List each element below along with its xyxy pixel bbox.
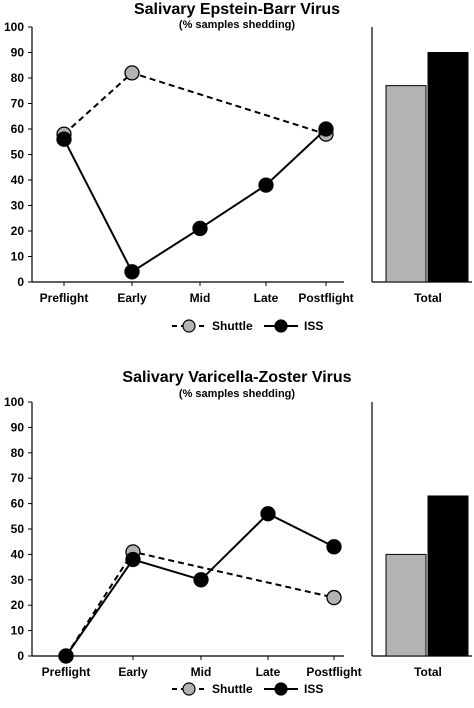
- ebv-chart-svg: 0 10 20 30 40 50 60 70 80 90 100 Preflight Early Mid L…: [4, 20, 472, 333]
- vzv-chart-svg: 0 10 20 30 40 50 60 70 80 90 100 Preflight Early Mid L…: [4, 395, 472, 696]
- data-point-iss: [258, 177, 274, 193]
- x-tick-label: Early: [117, 291, 147, 305]
- legend-label-shuttle: Shuttle: [212, 319, 253, 333]
- vzv-chart-panel: Salivary Varicella-Zoster Virus (% sampl…: [0, 354, 474, 708]
- totals-x-label: Total: [414, 291, 442, 305]
- total-bar-iss: [427, 52, 469, 283]
- legend-marker-shuttle: [182, 319, 196, 333]
- legend-marker-shuttle: [182, 682, 196, 696]
- y-tick-label: 90: [11, 46, 25, 60]
- y-tick-label: 10: [11, 624, 25, 638]
- y-tick-label: 50: [11, 522, 25, 536]
- x-tick-label: Preflight: [42, 665, 91, 679]
- y-tick-label: 30: [11, 573, 25, 587]
- y-tick-label: 0: [17, 649, 24, 663]
- y-tick-label: 90: [11, 420, 25, 434]
- legend-marker-iss: [274, 682, 288, 696]
- total-bar-shuttle: [385, 553, 427, 657]
- chart-subtitle: (% samples shedding): [178, 388, 296, 400]
- chart-title: Salivary Varicella-Zoster Virus: [122, 369, 352, 386]
- y-tick-label: 50: [11, 148, 25, 162]
- total-bar-shuttle: [385, 85, 427, 283]
- legend-label-shuttle: Shuttle: [212, 682, 253, 696]
- x-tick-label: Late: [256, 665, 281, 679]
- y-tick-label: 80: [11, 446, 25, 460]
- y-tick-label: 40: [11, 173, 25, 187]
- legend-label-iss: ISS: [304, 682, 323, 696]
- data-point-iss: [124, 264, 140, 280]
- x-tick-label: Early: [118, 665, 148, 679]
- y-tick-label: 80: [11, 71, 25, 85]
- x-tick-label: Mid: [191, 665, 212, 679]
- x-tick-label: Mid: [190, 291, 211, 305]
- chart-title: Salivary Epstein-Barr Virus: [133, 1, 341, 18]
- x-tick-label: Preflight: [40, 291, 89, 305]
- data-point-iss: [58, 648, 74, 664]
- data-point-iss: [192, 220, 208, 237]
- y-tick-label: 20: [11, 598, 25, 612]
- y-tick-label: 70: [11, 471, 25, 485]
- chart-subtitle: (% samples shedding): [178, 19, 296, 31]
- data-point-iss: [318, 121, 334, 137]
- y-tick-label: 60: [11, 122, 25, 136]
- y-tick-label: 10: [11, 250, 25, 264]
- y-tick-label: 30: [11, 199, 25, 213]
- data-point-iss: [326, 539, 342, 555]
- y-tick-label: 20: [11, 224, 25, 238]
- y-tick-label: 40: [11, 547, 25, 561]
- totals-x-label: Total: [414, 665, 442, 679]
- total-bar-iss: [427, 495, 469, 657]
- series-line-shuttle: [63, 71, 327, 136]
- y-tick-label: 60: [11, 497, 25, 511]
- data-point-iss: [125, 551, 141, 568]
- y-tick-label: 70: [11, 97, 25, 111]
- series-line-iss: [63, 128, 327, 274]
- data-point-iss: [56, 131, 72, 147]
- y-tick-label: 100: [4, 20, 24, 34]
- ebv-chart-panel: Salivary Epstein-Barr Virus (% samples s…: [4, 1, 472, 333]
- legend-label-iss: ISS: [304, 319, 323, 333]
- data-point-iss: [260, 506, 276, 522]
- data-point-shuttle: [326, 589, 342, 606]
- y-tick-label: 0: [17, 275, 24, 289]
- legend-marker-iss: [274, 319, 288, 333]
- y-tick-label: 100: [4, 395, 24, 409]
- x-tick-label: Postflight: [306, 665, 361, 679]
- series-line-shuttle: [65, 550, 335, 657]
- x-tick-label: Late: [254, 291, 279, 305]
- data-point-iss: [193, 572, 209, 588]
- x-tick-label: Postflight: [298, 291, 353, 305]
- data-point-shuttle: [124, 65, 140, 81]
